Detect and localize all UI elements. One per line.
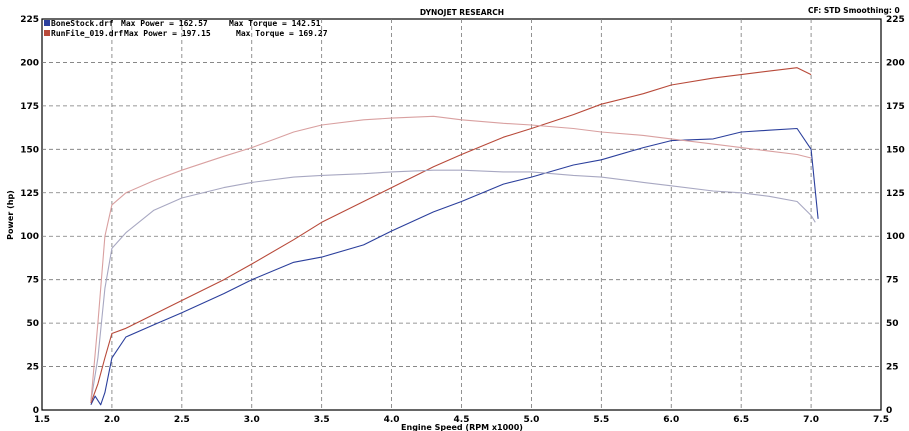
legend-swatch-runfile — [44, 30, 50, 36]
legend-torque-runfile: Max Torque = 169.27 — [236, 29, 328, 38]
grid-lines — [42, 19, 881, 410]
y-axis-ticks-right: 0 25 50 75 100 125 150 175 200 225 — [886, 15, 905, 416]
x-tick-label: 5.0 — [523, 415, 539, 425]
y-axis-ticks-left: 0 25 50 75 100 125 150 175 200 225 — [20, 15, 39, 416]
y-tick-label-left: 200 — [20, 58, 39, 68]
series-line-runfile-019-drf-power — [90, 67, 812, 404]
chart-header-title: DYNOJET RESEARCH — [420, 8, 504, 17]
x-axis-ticks: 1.5 2.0 2.5 3.0 3.5 4.0 4.5 5.0 5.5 6.0 6.5 7.0 7.5 — [34, 415, 889, 425]
series-line-bonestock-drf-torque — [90, 169, 816, 402]
series-group — [90, 67, 819, 406]
y-tick-label-right: 150 — [886, 145, 905, 155]
x-tick-label: 5.5 — [593, 415, 609, 425]
y-tick-label-right: 100 — [886, 232, 905, 242]
x-tick-label: 6.0 — [663, 415, 679, 425]
x-tick-label: 3.5 — [314, 415, 330, 425]
y-tick-label-right: 225 — [886, 15, 905, 25]
x-tick-label: 7.5 — [873, 415, 889, 425]
y-tick-label-right: 0 — [886, 406, 892, 416]
y-axis-label: Power (hp) — [6, 190, 15, 240]
y-tick-label-left: 25 — [26, 363, 39, 373]
y-tick-label-left: 225 — [20, 15, 39, 25]
y-tick-label-left: 75 — [26, 276, 39, 286]
y-tick-label-left: 175 — [20, 102, 39, 112]
x-tick-label: 6.5 — [733, 415, 749, 425]
y-tick-label-right: 75 — [886, 276, 899, 286]
y-tick-label-right: 25 — [886, 363, 899, 373]
legend-power-bonestock: Max Power = 162.57 — [121, 19, 208, 28]
legend-file-runfile: RunFile_019.drf — [51, 28, 123, 38]
y-tick-label-left: 0 — [33, 406, 39, 416]
x-tick-label: 4.5 — [454, 415, 470, 425]
y-tick-label-left: 125 — [20, 189, 39, 199]
y-tick-label-right: 50 — [886, 319, 899, 329]
legend-power-runfile: Max Power = 197.15 — [124, 29, 211, 38]
y-tick-label-left: 50 — [26, 319, 39, 329]
series-line-bonestock-drf-power — [90, 127, 819, 406]
x-tick-label: 4.0 — [384, 415, 400, 425]
legend: BoneStock.drf Max Power = 162.57 Max Tor… — [44, 19, 328, 38]
x-tick-label: 2.5 — [174, 415, 190, 425]
legend-torque-bonestock: Max Torque = 142.51 — [229, 19, 321, 28]
x-tick-label: 2.0 — [104, 415, 120, 425]
x-tick-label: 7.0 — [803, 415, 819, 425]
x-axis-label: Engine Speed (RPM x1000) — [401, 423, 523, 431]
legend-swatch-bonestock — [44, 20, 50, 26]
legend-file-bonestock: BoneStock.drf — [51, 19, 114, 28]
chart-header-right: CF: STD Smoothing: 0 — [808, 6, 900, 15]
x-tick-label: 1.5 — [34, 415, 50, 425]
y-tick-label-left: 150 — [20, 145, 39, 155]
series-line-runfile-019-drf-torque — [90, 115, 812, 402]
y-tick-label-left: 100 — [20, 232, 39, 242]
y-tick-label-right: 175 — [886, 102, 905, 112]
x-tick-label: 3.0 — [244, 415, 260, 425]
y-tick-label-right: 125 — [886, 189, 905, 199]
y-tick-label-right: 200 — [886, 58, 905, 68]
